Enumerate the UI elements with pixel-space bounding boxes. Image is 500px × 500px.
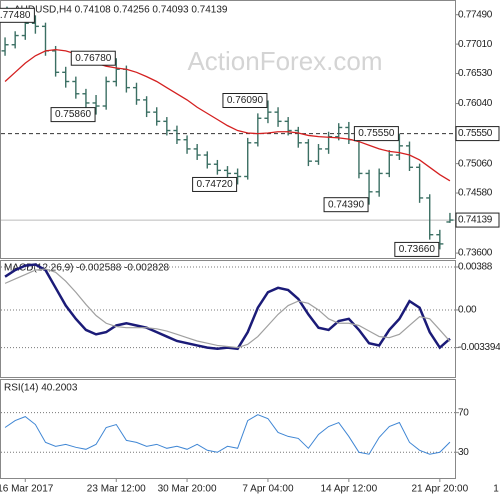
price-annotation (70, 50, 116, 66)
y-tick-label: 0.75060 (458, 158, 493, 169)
y-tick-label: 0.77490 (458, 9, 493, 20)
x-tick-label: 16 Mar 2017 (0, 484, 54, 495)
y-tick-label: 0.00 (458, 305, 477, 316)
annotation-label: 0.74390 (328, 199, 365, 210)
x-tick-label: 30 Mar 20:00 (158, 484, 217, 495)
y-tick-label: 0.76530 (458, 68, 493, 79)
macd-panel (0, 260, 456, 378)
y-tick-label: 0.73600 (458, 248, 493, 259)
price-annotation (323, 197, 369, 213)
y-tick-label: 0.00388 (458, 262, 493, 273)
x-tick-label: 1 May 04:00 (493, 484, 500, 495)
indicator-line (4, 263, 451, 351)
annotation-label: 0.76090 (227, 95, 264, 106)
watermark: ActionForex.com (187, 46, 382, 76)
x-tick-label: 23 Mar 12:00 (87, 484, 146, 495)
annotation-label: 0.73660 (399, 244, 436, 255)
annotation-label: 0.75860 (55, 109, 92, 120)
last-price-tag (455, 212, 500, 228)
y-tick-label: 0.77010 (458, 39, 493, 50)
rsi-title: RSI(14) 40.2003 (4, 383, 78, 394)
annotation-label: 0.76780 (75, 53, 112, 64)
price-annotation (50, 107, 96, 123)
y-tick-label: 0.76040 (458, 98, 493, 109)
annotation-label: 0.77480 (0, 10, 31, 21)
x-tick-label: 7 Apr 04:00 (242, 484, 294, 495)
price-annotation (0, 7, 35, 23)
price-annotation (192, 176, 238, 192)
price-annotation (394, 241, 440, 257)
last-price-label: 0.74139 (458, 215, 493, 226)
y-tick-label: -0.003394 (458, 342, 500, 353)
level-tag (455, 126, 500, 142)
y-tick-label: 0.74580 (458, 188, 493, 199)
price-annotation (353, 126, 399, 142)
y-tick-label: 0.75550 (458, 128, 493, 139)
indicator-line (4, 414, 451, 455)
rsi-panel (0, 379, 456, 479)
x-tick-label: 21 Apr 20:00 (411, 484, 468, 495)
price-annotation (222, 93, 268, 109)
chart-title: AUDUSD,H4 0.74108 0.74256 0.74093 0.7413… (14, 5, 228, 16)
indicator-line (4, 268, 451, 349)
y-tick-label: 70 (458, 407, 469, 418)
macd-title: MACD(12,26,9) -0.002588 -0.002828 (4, 263, 170, 274)
annotation-label: 0.75550 (358, 128, 395, 139)
x-tick-label: 14 Apr 12:00 (320, 484, 377, 495)
annotation-label: 0.74720 (197, 179, 234, 190)
y-tick-label: 30 (458, 447, 469, 458)
